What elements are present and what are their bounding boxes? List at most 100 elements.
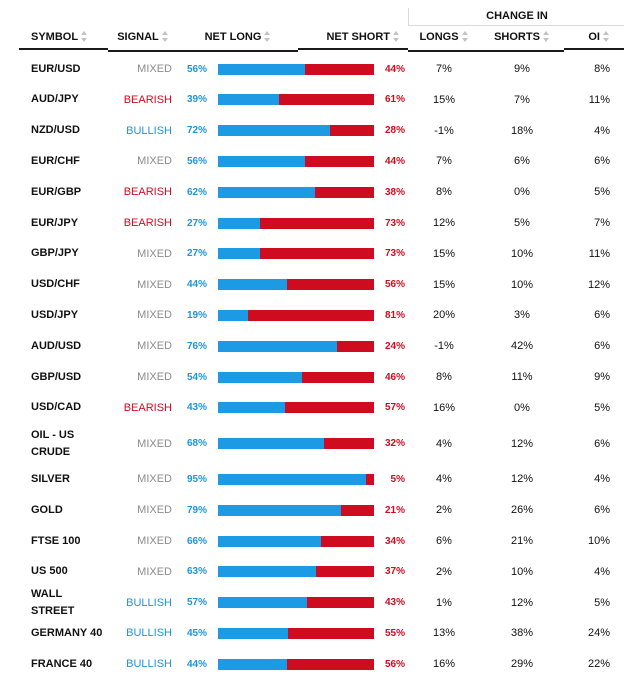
change-oi-value: 6% (594, 155, 610, 168)
signal-label: BEARISH (123, 186, 172, 199)
net-short-value: 28% (384, 125, 405, 137)
net-short-segment (218, 504, 374, 516)
net-short-value: 38% (384, 186, 405, 198)
net-short-segment (218, 340, 374, 352)
net-long-value: 56% (186, 155, 207, 167)
net-position-bar (218, 495, 374, 525)
net-long-value: 79% (186, 504, 207, 516)
table-row[interactable]: AUD/JPY BEARISH 39% 61% 15% 7% 11% (0, 85, 624, 115)
symbol-link[interactable]: EUR/USD (31, 62, 81, 75)
signal-label: BEARISH (123, 217, 172, 229)
signal-label: MIXED (137, 340, 172, 353)
column-header-net-long[interactable]: NET LONG (178, 25, 298, 52)
change-oi-value: 10% (587, 535, 610, 547)
change-longs-value: -1% (434, 124, 454, 137)
symbol-link[interactable]: GOLD (31, 503, 63, 516)
table-row[interactable]: GBP/USD MIXED 54% 46% 8% 11% 9% (0, 362, 624, 392)
symbol-link[interactable]: GERMANY 40 (31, 626, 103, 639)
column-header-longs[interactable]: LONGS (408, 25, 480, 52)
change-oi-value: 4% (594, 565, 610, 578)
column-label-net-long: NET LONG (204, 31, 262, 43)
symbol-link[interactable]: USD/CHF (31, 278, 80, 291)
symbol-link[interactable]: WALL STREET (31, 587, 75, 617)
symbol-link[interactable]: USD/JPY (31, 308, 79, 321)
symbol-link[interactable]: NZD/USD (31, 124, 80, 137)
symbol-link[interactable]: EUR/GBP (31, 185, 82, 198)
change-longs-value: 13% (432, 627, 456, 640)
symbol-link[interactable]: FTSE 100 (31, 534, 81, 547)
change-in-group-header: CHANGE IN (408, 8, 624, 26)
net-position-bar (218, 177, 374, 207)
symbol-link[interactable]: EUR/JPY (31, 216, 79, 229)
net-short-segment (218, 438, 374, 450)
change-shorts-value: 10% (510, 565, 534, 578)
table-row[interactable]: EUR/GBP BEARISH 62% 38% 8% 0% 5% (0, 177, 624, 207)
table-row[interactable]: GERMANY 40 BULLISH 45% 55% 13% 38% 24% (0, 618, 624, 648)
net-position-bar (218, 300, 374, 330)
signal-label: BEARISH (123, 93, 172, 106)
change-oi-value: 6% (594, 340, 610, 353)
net-short-value: 73% (384, 217, 405, 229)
net-long-segment (218, 94, 279, 106)
table-row[interactable]: GBP/JPY MIXED 27% 73% 15% 10% 11% (0, 239, 624, 269)
change-longs-value: 1% (436, 596, 452, 609)
symbol-link[interactable]: SILVER (31, 472, 70, 485)
table-row[interactable]: EUR/CHF MIXED 56% 44% 7% 6% 6% (0, 146, 624, 176)
table-row[interactable]: EUR/JPY BEARISH 27% 73% 12% 5% 7% (0, 208, 624, 238)
signal-label: MIXED (137, 565, 172, 578)
net-short-value: 43% (384, 597, 405, 609)
net-long-value: 72% (186, 125, 207, 137)
change-oi-value: 5% (594, 186, 610, 199)
symbol-link[interactable]: US 500 (31, 565, 68, 578)
column-label-shorts: SHORTS (494, 31, 540, 43)
symbol-link[interactable]: AUD/USD (31, 339, 82, 352)
net-long-segment (218, 504, 342, 516)
symbol-link[interactable]: OIL - US CRUDE (31, 428, 75, 458)
column-header-signal[interactable]: SIGNAL (108, 25, 178, 52)
change-longs-value: 8% (436, 371, 452, 383)
net-long-value: 63% (186, 566, 207, 578)
table-row[interactable]: GOLD MIXED 79% 21% 2% 26% 6% (0, 495, 624, 525)
table-row[interactable]: WALL STREET BULLISH 57% 43% 1% 12% 5% (0, 588, 624, 618)
change-longs-value: 20% (432, 309, 456, 322)
change-oi-value: 5% (594, 401, 610, 414)
signal-label: MIXED (137, 309, 172, 322)
column-header-symbol[interactable]: SYMBOL (19, 25, 108, 50)
table-row[interactable]: USD/CHF MIXED 44% 56% 15% 10% 12% (0, 270, 624, 300)
column-label-symbol: SYMBOL (31, 31, 79, 43)
column-header-net-short[interactable]: NET SHORT (298, 25, 408, 50)
table-row[interactable]: USD/JPY MIXED 19% 81% 20% 3% 6% (0, 300, 624, 330)
change-longs-value: 8% (436, 186, 452, 199)
table-row[interactable]: NZD/USD BULLISH 72% 28% -1% 18% 4% (0, 116, 624, 146)
sort-icon (264, 30, 271, 42)
net-long-segment (218, 371, 303, 383)
net-long-value: 43% (186, 402, 207, 414)
signal-label: MIXED (137, 247, 172, 260)
change-oi-value: 6% (594, 437, 610, 450)
change-longs-value: 6% (436, 535, 452, 547)
change-longs-value: 16% (432, 658, 456, 671)
symbol-link[interactable]: GBP/USD (31, 370, 82, 383)
net-short-value: 44% (384, 155, 405, 167)
symbol-link[interactable]: FRANCE 40 (31, 657, 93, 670)
table-row[interactable]: AUD/USD MIXED 76% 24% -1% 42% 6% (0, 331, 624, 361)
column-header-shorts[interactable]: SHORTS (480, 25, 564, 52)
net-long-value: 19% (186, 309, 207, 321)
column-header-oi[interactable]: OI (564, 25, 624, 50)
symbol-link[interactable]: AUD/JPY (31, 93, 79, 106)
symbol-link[interactable]: GBP/JPY (31, 247, 79, 260)
net-position-bar (218, 526, 374, 556)
table-row[interactable]: SILVER MIXED 95% 5% 4% 12% 4% (0, 464, 624, 494)
symbol-link[interactable]: EUR/CHF (31, 154, 80, 167)
symbol-link[interactable]: USD/CAD (31, 401, 82, 414)
table-row[interactable]: FRANCE 40 BULLISH 44% 56% 16% 29% 22% (0, 649, 624, 679)
table-row[interactable]: EUR/USD MIXED 56% 44% 7% 9% 8% (0, 54, 624, 84)
change-oi-value: 22% (587, 658, 610, 671)
change-oi-value: 6% (594, 309, 610, 322)
table-row[interactable]: OIL - US CRUDE MIXED 68% 32% 4% 12% 6% (0, 424, 624, 464)
change-longs-value: 15% (432, 93, 456, 106)
table-row[interactable]: US 500 MIXED 63% 37% 2% 10% 4% (0, 557, 624, 587)
table-row[interactable]: FTSE 100 MIXED 66% 34% 6% 21% 10% (0, 526, 624, 556)
table-row[interactable]: USD/CAD BEARISH 43% 57% 16% 0% 5% (0, 393, 624, 423)
